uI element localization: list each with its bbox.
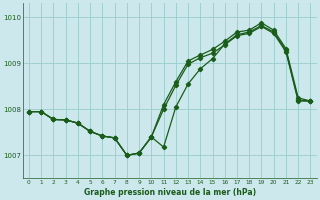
X-axis label: Graphe pression niveau de la mer (hPa): Graphe pression niveau de la mer (hPa) bbox=[84, 188, 256, 197]
